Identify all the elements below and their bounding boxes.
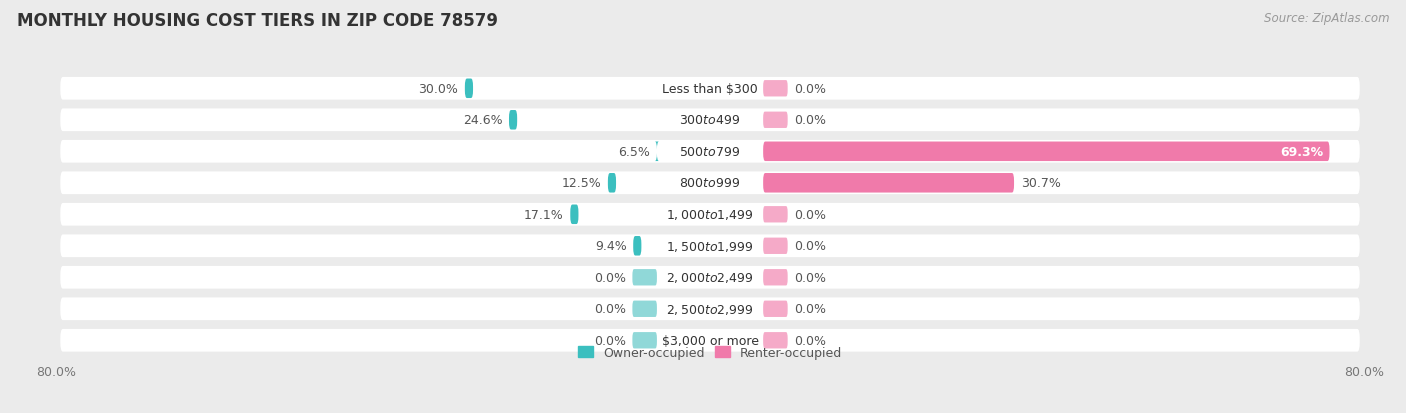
- FancyBboxPatch shape: [763, 238, 787, 254]
- FancyBboxPatch shape: [60, 298, 1360, 320]
- Text: 9.4%: 9.4%: [595, 240, 627, 253]
- FancyBboxPatch shape: [60, 204, 1360, 226]
- Text: Source: ZipAtlas.com: Source: ZipAtlas.com: [1264, 12, 1389, 25]
- FancyBboxPatch shape: [465, 79, 472, 99]
- FancyBboxPatch shape: [633, 332, 657, 349]
- Text: 0.0%: 0.0%: [794, 334, 827, 347]
- Text: $800 to $999: $800 to $999: [679, 177, 741, 190]
- Text: $1,500 to $1,999: $1,500 to $1,999: [666, 239, 754, 253]
- FancyBboxPatch shape: [60, 109, 1360, 132]
- FancyBboxPatch shape: [607, 173, 616, 193]
- Text: 0.0%: 0.0%: [794, 303, 827, 316]
- FancyBboxPatch shape: [655, 142, 659, 161]
- FancyBboxPatch shape: [509, 111, 517, 130]
- FancyBboxPatch shape: [571, 205, 578, 225]
- FancyBboxPatch shape: [60, 78, 1360, 100]
- FancyBboxPatch shape: [60, 329, 1360, 352]
- FancyBboxPatch shape: [633, 269, 657, 286]
- Text: $500 to $799: $500 to $799: [679, 145, 741, 159]
- Text: 0.0%: 0.0%: [593, 271, 626, 284]
- Text: 0.0%: 0.0%: [794, 83, 827, 95]
- Text: $1,000 to $1,499: $1,000 to $1,499: [666, 208, 754, 222]
- Text: 0.0%: 0.0%: [794, 240, 827, 253]
- FancyBboxPatch shape: [763, 173, 1014, 193]
- Text: 0.0%: 0.0%: [794, 114, 827, 127]
- Text: 30.0%: 30.0%: [419, 83, 458, 95]
- Text: 17.1%: 17.1%: [524, 208, 564, 221]
- Text: 0.0%: 0.0%: [593, 334, 626, 347]
- Text: MONTHLY HOUSING COST TIERS IN ZIP CODE 78579: MONTHLY HOUSING COST TIERS IN ZIP CODE 7…: [17, 12, 498, 30]
- FancyBboxPatch shape: [60, 266, 1360, 289]
- FancyBboxPatch shape: [763, 81, 787, 97]
- Text: $300 to $499: $300 to $499: [679, 114, 741, 127]
- FancyBboxPatch shape: [763, 332, 787, 349]
- Text: 30.7%: 30.7%: [1021, 177, 1060, 190]
- Text: $2,500 to $2,999: $2,500 to $2,999: [666, 302, 754, 316]
- FancyBboxPatch shape: [763, 112, 787, 129]
- Text: $2,000 to $2,499: $2,000 to $2,499: [666, 271, 754, 285]
- FancyBboxPatch shape: [60, 172, 1360, 195]
- FancyBboxPatch shape: [633, 236, 641, 256]
- FancyBboxPatch shape: [633, 301, 657, 317]
- Text: 0.0%: 0.0%: [794, 271, 827, 284]
- FancyBboxPatch shape: [60, 140, 1360, 163]
- Text: 6.5%: 6.5%: [619, 145, 651, 159]
- FancyBboxPatch shape: [763, 269, 787, 286]
- Legend: Owner-occupied, Renter-occupied: Owner-occupied, Renter-occupied: [578, 346, 842, 359]
- Text: $3,000 or more: $3,000 or more: [662, 334, 758, 347]
- FancyBboxPatch shape: [763, 142, 1330, 161]
- FancyBboxPatch shape: [60, 235, 1360, 257]
- FancyBboxPatch shape: [763, 301, 787, 317]
- Text: 69.3%: 69.3%: [1279, 145, 1323, 159]
- Text: 12.5%: 12.5%: [561, 177, 602, 190]
- Text: 0.0%: 0.0%: [794, 208, 827, 221]
- FancyBboxPatch shape: [763, 206, 787, 223]
- Text: 24.6%: 24.6%: [463, 114, 502, 127]
- Text: Less than $300: Less than $300: [662, 83, 758, 95]
- Text: 0.0%: 0.0%: [593, 303, 626, 316]
